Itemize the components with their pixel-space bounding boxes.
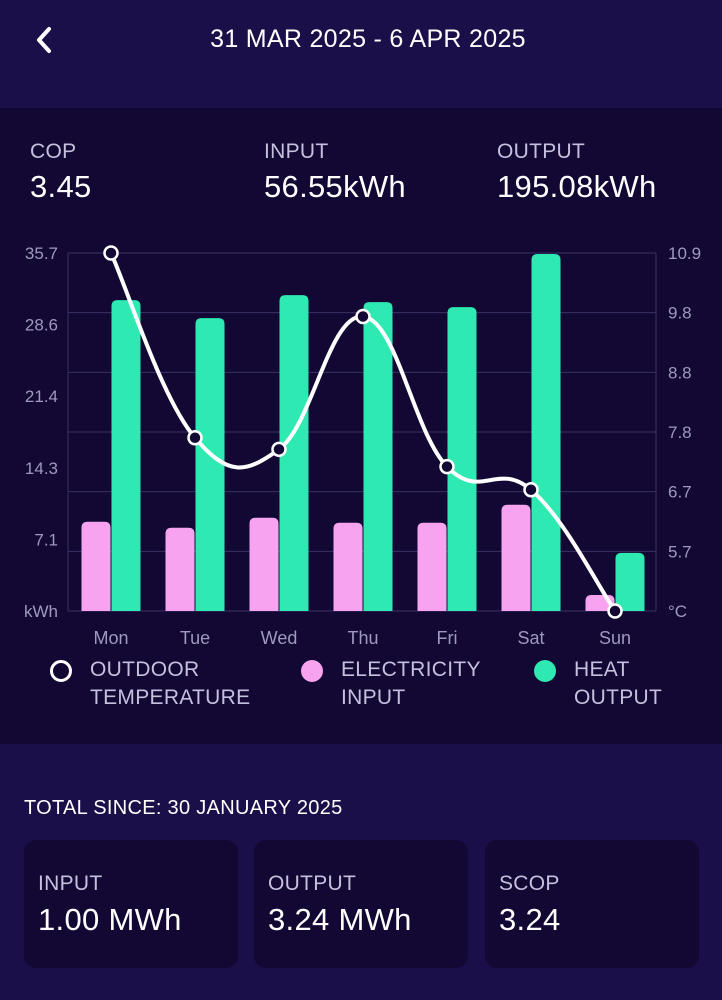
total-input-card: INPUT 1.00 MWh (24, 840, 238, 968)
stat-input-value: 56.55kWh (264, 169, 406, 204)
scop-value: 3.24 (499, 902, 561, 937)
chart-bars (81, 254, 645, 611)
legend-item-electricity-input[interactable]: ELECTRICITY INPUT (301, 656, 481, 712)
temperature-line-layer (103, 245, 623, 619)
electricity-input-bar (501, 504, 531, 611)
temperature-point (439, 458, 455, 475)
date-range-title: 31 MAR 2025 - 6 APR 2025 (210, 25, 526, 53)
totals-title: TOTAL SINCE: 30 JANUARY 2025 (24, 797, 343, 819)
scop-card: SCOP 3.24 (485, 840, 699, 968)
heat-output-bar (447, 307, 477, 611)
x-tick-label: Mon (93, 628, 128, 648)
heat-output-bar (279, 295, 309, 611)
total-input-value: 1.00 MWh (38, 902, 182, 937)
hollow-circle-icon (50, 660, 72, 682)
temperature-point (103, 245, 119, 261)
temperature-point (271, 441, 287, 458)
stat-output-value: 195.08kWh (497, 169, 657, 204)
green-circle-icon (534, 660, 556, 682)
x-tick-label: Wed (261, 628, 298, 648)
heat-output-bar (111, 300, 141, 611)
stat-output: OUTPUT 195.08kWh (497, 140, 657, 205)
legend-item-heat-output[interactable]: HEAT OUTPUT (534, 656, 662, 712)
total-output-value: 3.24 MWh (268, 902, 412, 937)
right-tick-label: 5.7 (668, 542, 692, 561)
left-tick-label: 35.7 (25, 244, 58, 263)
temperature-point (523, 481, 539, 498)
left-tick-label: 21.4 (25, 387, 58, 406)
left-tick-label: 7.1 (34, 530, 58, 549)
heat-output-bar (531, 254, 561, 611)
energy-chart: 35.7 28.6 21.4 14.3 7.1 kWh 10.9 9.8 8.8 7.8 6.7 5… (24, 244, 701, 648)
left-axis: 35.7 28.6 21.4 14.3 7.1 kWh (24, 244, 58, 621)
right-tick-label: °C (668, 602, 687, 621)
legend-label: ELECTRICITY INPUT (341, 658, 481, 709)
x-tick-label: Fri (437, 628, 458, 648)
stat-input-label: INPUT (264, 140, 329, 163)
stat-cop: COP 3.45 (30, 140, 92, 205)
stat-cop-label: COP (30, 140, 77, 163)
heat-output-bar (615, 552, 645, 611)
right-tick-label: 9.8 (668, 304, 692, 323)
x-axis: Mon Tue Wed Thu Fri Sat Sun (93, 628, 631, 648)
legend-label: HEAT OUTPUT (574, 658, 663, 709)
weekly-panel: COP 3.45 INPUT 56.55kWh OUTPUT 195.08kWh (0, 108, 722, 744)
total-output-label: OUTPUT (268, 872, 357, 895)
right-axis: 10.9 9.8 8.8 7.8 6.7 5.7 °C (668, 244, 701, 621)
back-button[interactable] (26, 22, 62, 58)
temperature-point (355, 308, 371, 325)
electricity-input-bar (417, 522, 447, 611)
temperature-point (607, 603, 623, 619)
electricity-input-bar (81, 521, 111, 611)
header: 31 MAR 2025 - 6 APR 2025 (0, 0, 722, 100)
x-tick-label: Sun (599, 628, 631, 648)
left-tick-label: kWh (24, 602, 58, 621)
electricity-input-bar (333, 522, 363, 611)
electricity-input-bar (165, 527, 195, 611)
stat-output-label: OUTPUT (497, 140, 586, 163)
temperature-point (187, 430, 203, 446)
x-tick-label: Thu (347, 628, 378, 648)
right-tick-label: 7.8 (668, 423, 692, 442)
legend-label: OUTDOOR TEMPERATURE (90, 658, 251, 709)
right-tick-label: 8.8 (668, 363, 692, 382)
x-tick-label: Sat (517, 628, 544, 648)
chevron-left-icon (37, 27, 51, 53)
stat-input: INPUT 56.55kWh (264, 140, 406, 205)
left-tick-label: 14.3 (25, 459, 58, 478)
right-tick-label: 6.7 (668, 483, 692, 502)
electricity-input-bar (249, 517, 279, 611)
left-tick-label: 28.6 (25, 316, 58, 335)
stat-cop-value: 3.45 (30, 169, 92, 204)
heat-output-bar (195, 318, 225, 611)
legend-item-outdoor-temperature[interactable]: OUTDOOR TEMPERATURE (50, 656, 250, 712)
scop-label: SCOP (499, 872, 560, 895)
total-input-label: INPUT (38, 872, 103, 895)
heat-output-bar (363, 302, 393, 611)
pink-circle-icon (301, 660, 323, 682)
total-output-card: OUTPUT 3.24 MWh (254, 840, 468, 968)
x-tick-label: Tue (180, 628, 210, 648)
right-tick-label: 10.9 (668, 244, 701, 263)
